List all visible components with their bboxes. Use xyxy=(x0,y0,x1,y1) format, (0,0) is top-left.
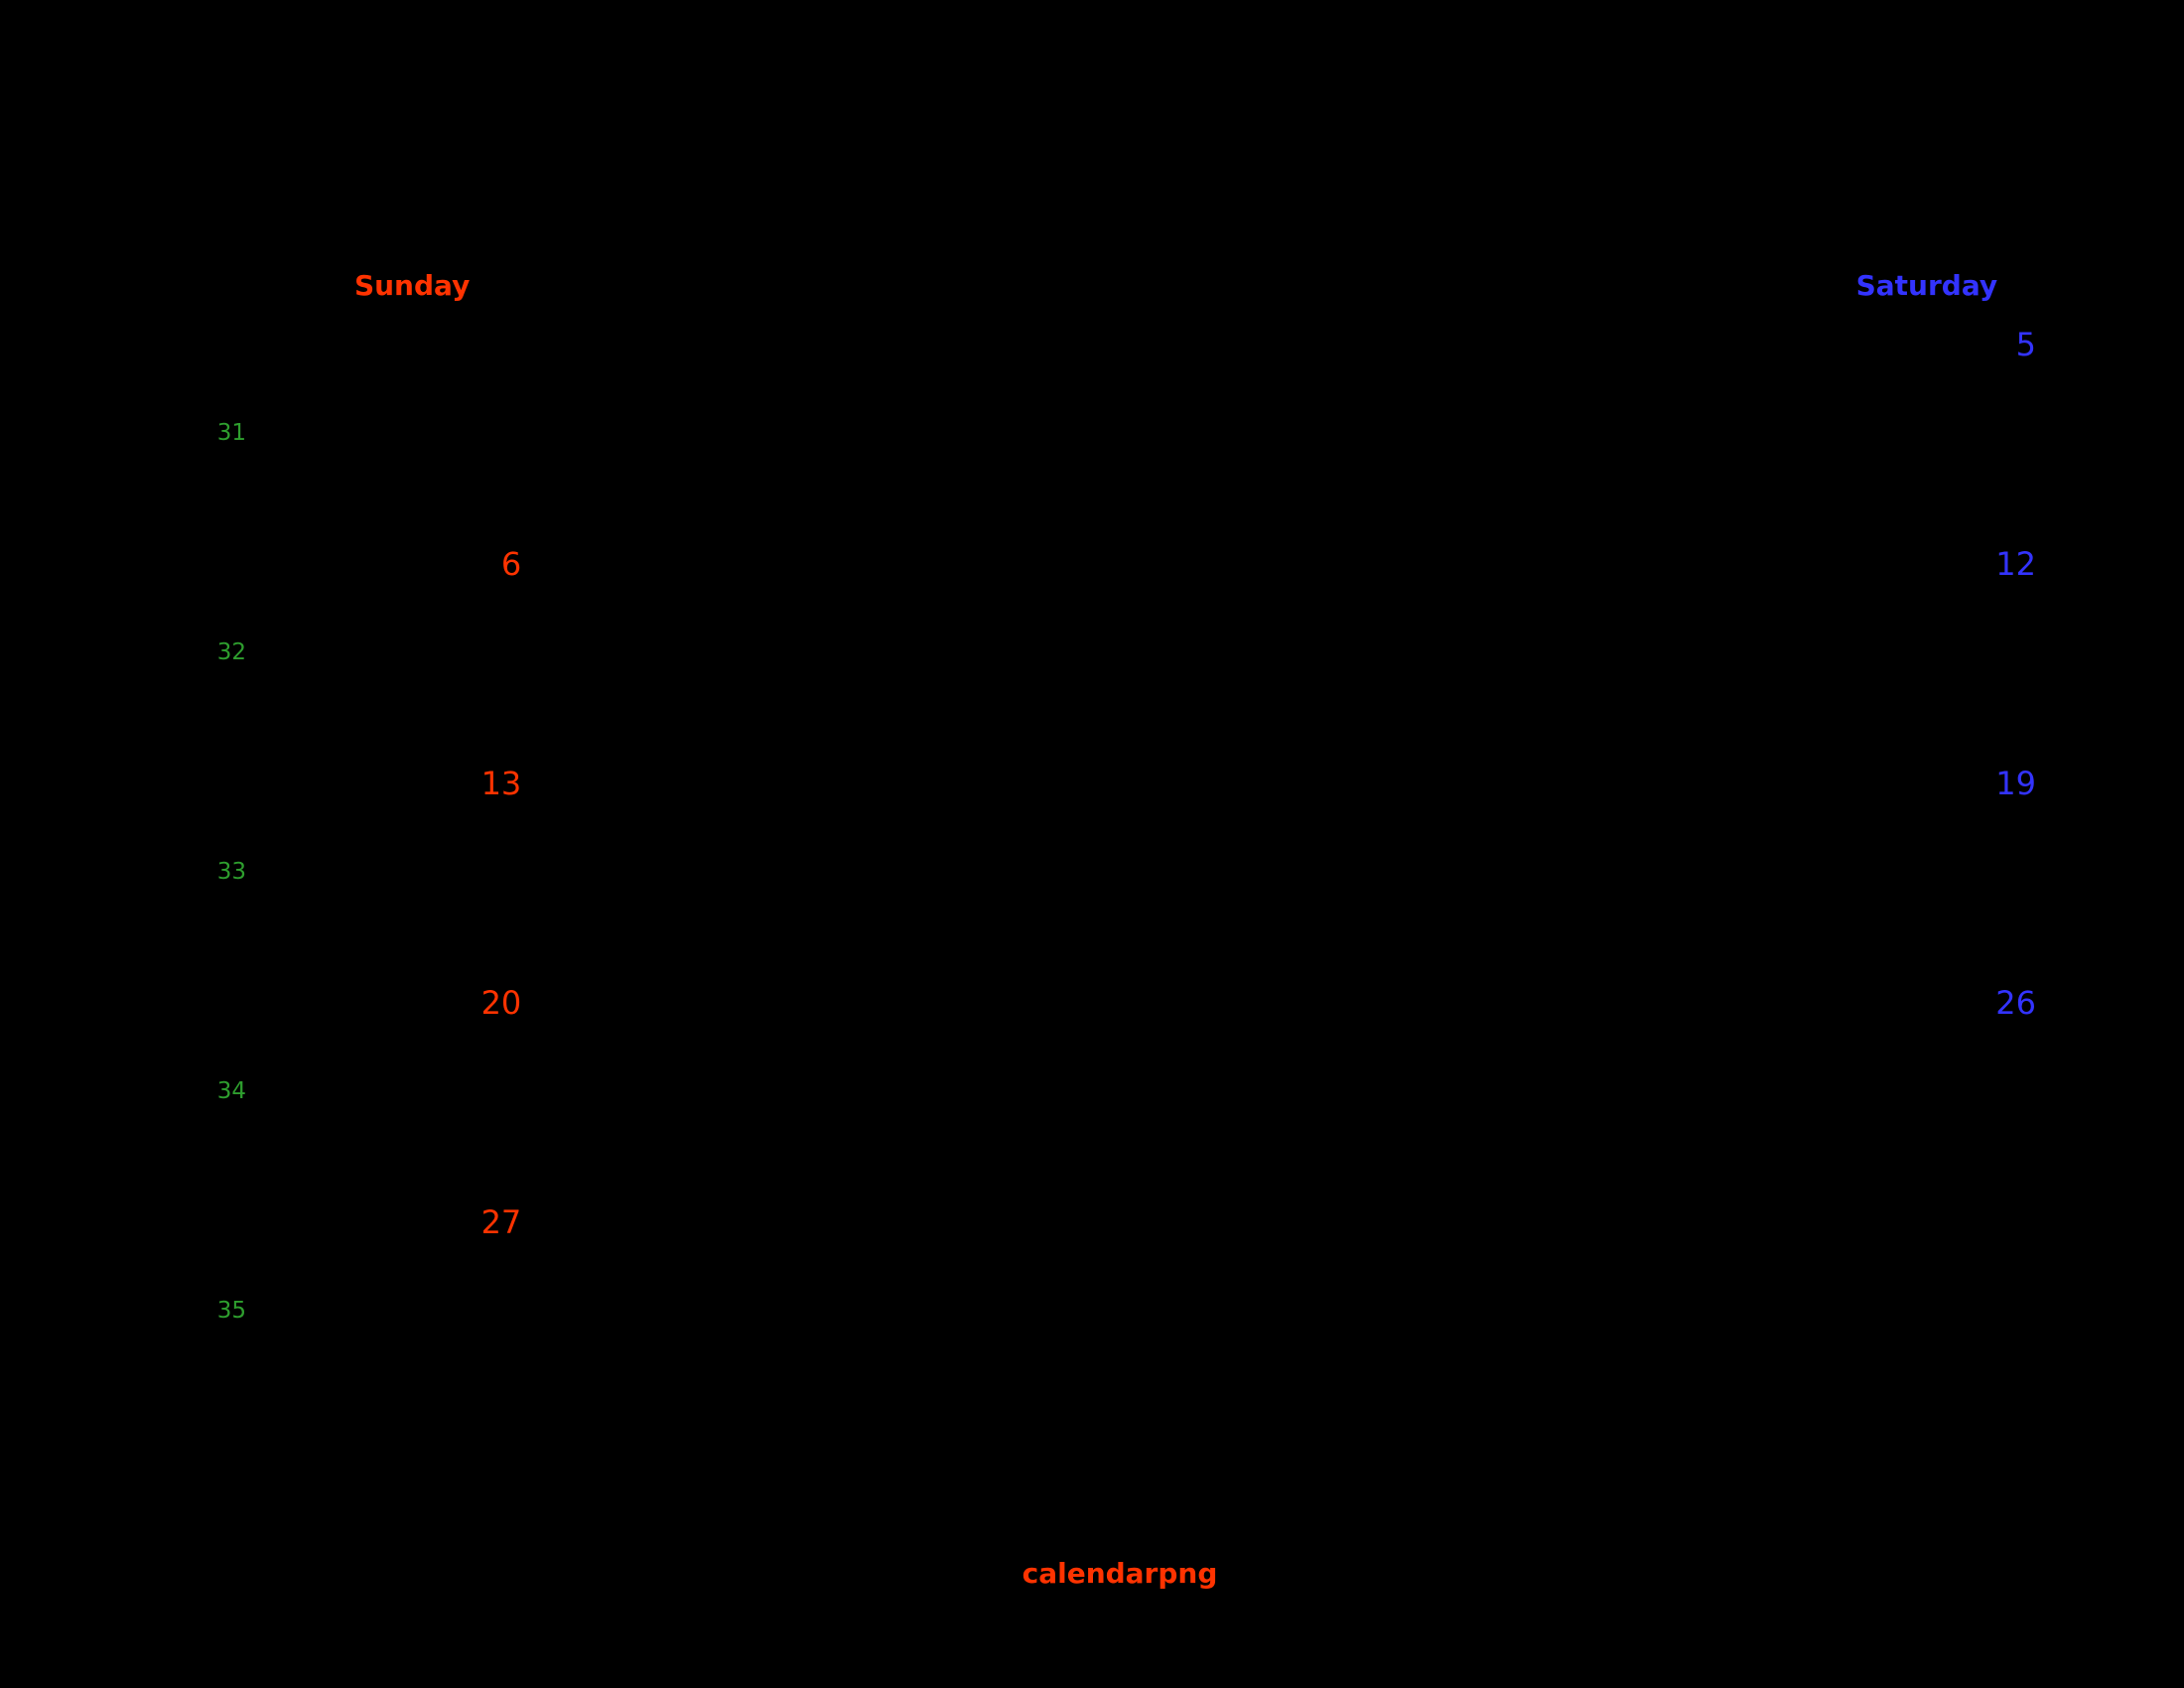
calendar-grid: Sunday Saturday 31 5 32 6 12 xyxy=(217,248,2053,1420)
date-cell-weekday xyxy=(791,1200,1043,1420)
date-cell-weekday xyxy=(791,762,1043,981)
date-cell-weekday xyxy=(1043,1200,1296,1420)
date-cell-sunday: 13 xyxy=(480,765,522,802)
date-cell-saturday: 26 xyxy=(1995,984,2036,1022)
week-row: 34 20 26 xyxy=(217,981,2053,1200)
date-cell-weekday xyxy=(1296,323,1548,542)
date-cell-weekday xyxy=(791,542,1043,762)
day-header-row: Sunday Saturday xyxy=(286,248,2053,323)
week-row: 35 27 xyxy=(217,1200,2053,1420)
date-cell-weekday xyxy=(1548,981,1800,1200)
date-cell-weekday xyxy=(1296,1200,1548,1420)
date-cell-weekday xyxy=(1548,762,1800,981)
date-cell-weekday xyxy=(791,981,1043,1200)
date-cell-weekday xyxy=(1548,323,1800,542)
day-header-saturday: Saturday xyxy=(1855,269,1998,302)
calendar-title: calendarpng xyxy=(1022,1557,1218,1590)
date-cell-weekday xyxy=(538,323,790,542)
date-cell-weekday xyxy=(538,981,790,1200)
day-header-sunday: Sunday xyxy=(353,269,471,302)
date-cell-weekday xyxy=(1296,542,1548,762)
week-row: 32 6 12 xyxy=(217,542,2053,762)
date-cell-weekday xyxy=(1043,542,1296,762)
date-cell-saturday: 5 xyxy=(2015,326,2036,363)
week-number: 31 xyxy=(216,419,246,446)
date-cell-weekday xyxy=(538,542,790,762)
week-row: 31 5 xyxy=(217,323,2053,542)
date-cell-weekday xyxy=(791,323,1043,542)
date-cell-sunday: 6 xyxy=(500,545,522,583)
date-cell-weekday xyxy=(1548,1200,1800,1420)
date-cell-weekday xyxy=(1043,762,1296,981)
date-cell-sunday: 27 xyxy=(480,1203,522,1241)
week-number: 34 xyxy=(216,1077,246,1104)
week-row: 33 13 19 xyxy=(217,762,2053,981)
date-cell-weekday xyxy=(1296,762,1548,981)
week-number: 35 xyxy=(216,1297,246,1324)
date-cell-weekday xyxy=(1043,323,1296,542)
date-cell-weekday xyxy=(538,762,790,981)
date-cell-weekday xyxy=(538,1200,790,1420)
date-cell-weekday xyxy=(1043,981,1296,1200)
date-cell-saturday xyxy=(1801,1200,2053,1420)
date-cell-sunday: 20 xyxy=(480,984,522,1022)
date-cell-weekday xyxy=(1548,542,1800,762)
week-number: 33 xyxy=(216,858,246,885)
date-cell-saturday: 12 xyxy=(1995,545,2036,583)
date-cell-sunday xyxy=(286,323,538,542)
date-cell-saturday: 19 xyxy=(1995,765,2036,802)
week-number: 32 xyxy=(216,638,246,665)
date-cell-weekday xyxy=(1296,981,1548,1200)
